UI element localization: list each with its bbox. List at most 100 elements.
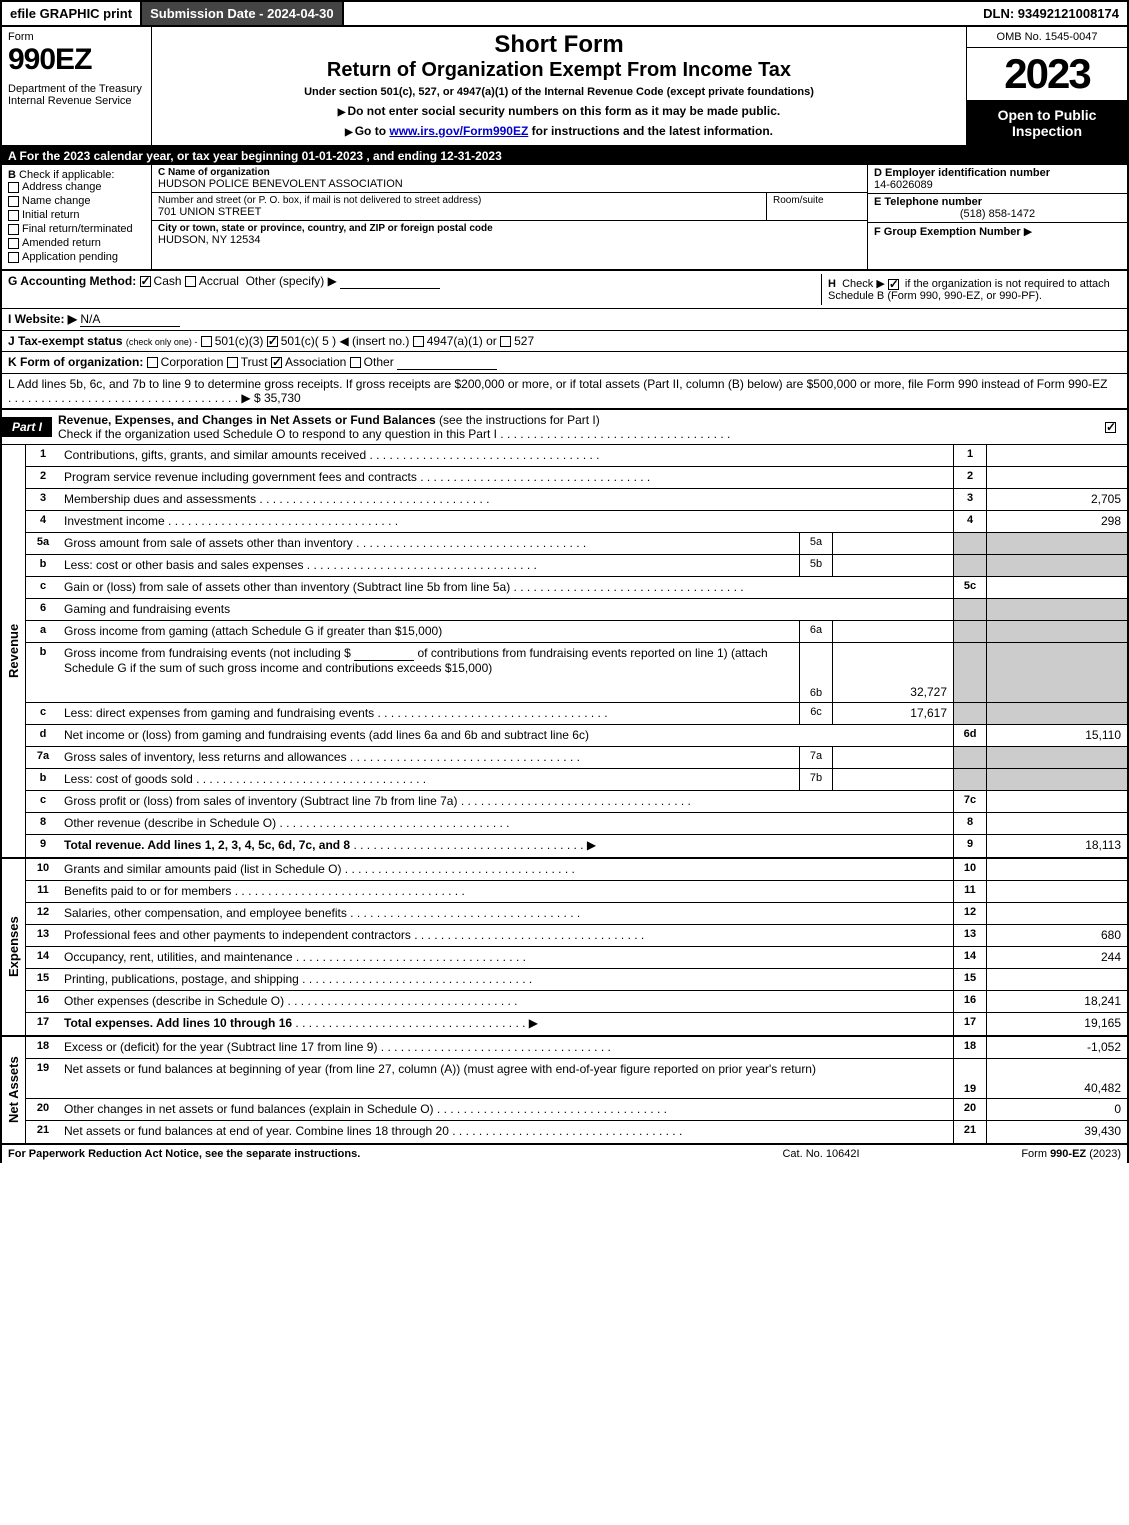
l10-val bbox=[987, 859, 1127, 880]
chk-accrual[interactable] bbox=[185, 276, 196, 287]
line-5b: b Less: cost or other basis and sales ex… bbox=[26, 555, 1127, 577]
l6-val-shade bbox=[987, 599, 1127, 620]
col-b: B Check if applicable: Address change Na… bbox=[2, 165, 152, 269]
chk-final-return[interactable]: Final return/terminated bbox=[8, 223, 145, 235]
l6b-blank[interactable] bbox=[354, 646, 414, 661]
room-cell: Room/suite bbox=[767, 193, 867, 220]
l13-num: 13 bbox=[26, 925, 60, 946]
chk-4947[interactable] bbox=[413, 336, 424, 347]
chk-trust[interactable] bbox=[227, 357, 238, 368]
tax-year: 2023 bbox=[967, 48, 1127, 101]
l7b-num: b bbox=[26, 769, 60, 790]
line-2: 2 Program service revenue including gove… bbox=[26, 467, 1127, 489]
top-bar: efile GRAPHIC print Submission Date - 20… bbox=[0, 0, 1129, 27]
l7c-desc: Gross profit or (loss) from sales of inv… bbox=[60, 791, 953, 812]
l21-val: 39,430 bbox=[987, 1121, 1127, 1143]
chk-501c[interactable] bbox=[267, 336, 278, 347]
l19-val: 40,482 bbox=[987, 1059, 1127, 1098]
line-11: 11 Benefits paid to or for members 11 bbox=[26, 881, 1127, 903]
l11-val bbox=[987, 881, 1127, 902]
chk-cash[interactable] bbox=[140, 276, 151, 287]
line-4: 4 Investment income 4 298 bbox=[26, 511, 1127, 533]
line-7a: 7a Gross sales of inventory, less return… bbox=[26, 747, 1127, 769]
l11-ln: 11 bbox=[953, 881, 987, 902]
expenses-rows: 10 Grants and similar amounts paid (list… bbox=[26, 859, 1127, 1035]
l9-val: 18,113 bbox=[987, 835, 1127, 857]
l1-num: 1 bbox=[26, 445, 60, 466]
l5a-num: 5a bbox=[26, 533, 60, 554]
title-short-form: Short Form bbox=[158, 31, 960, 59]
omb-number: OMB No. 1545-0047 bbox=[967, 27, 1127, 48]
l11-num: 11 bbox=[26, 881, 60, 902]
h-section: H Check ▶ if the organization is not req… bbox=[821, 274, 1121, 305]
line-19: 19 Net assets or fund balances at beginn… bbox=[26, 1059, 1127, 1099]
e-label: E Telephone number bbox=[874, 196, 1121, 208]
line-6b: b Gross income from fundraising events (… bbox=[26, 643, 1127, 703]
dept-line1: Department of the Treasury bbox=[8, 83, 145, 95]
city-value: HUDSON, NY 12534 bbox=[158, 234, 861, 246]
line-6d: d Net income or (loss) from gaming and f… bbox=[26, 725, 1127, 747]
chk-other-org[interactable] bbox=[350, 357, 361, 368]
line-20: 20 Other changes in net assets or fund b… bbox=[26, 1099, 1127, 1121]
l6b-ln-shade bbox=[953, 643, 987, 702]
chk-schedule-o[interactable] bbox=[1105, 422, 1116, 433]
chk-527[interactable] bbox=[500, 336, 511, 347]
line-6: 6 Gaming and fundraising events bbox=[26, 599, 1127, 621]
chk-initial-return-label: Initial return bbox=[22, 209, 79, 221]
l6-ln-shade bbox=[953, 599, 987, 620]
chk-501c3[interactable] bbox=[201, 336, 212, 347]
chk-pending[interactable]: Application pending bbox=[8, 251, 145, 263]
g-other: Other (specify) bbox=[246, 274, 325, 288]
irs-link[interactable]: www.irs.gov/Form990EZ bbox=[389, 124, 528, 138]
ssn-warning-text: Do not enter social security numbers on … bbox=[347, 104, 780, 118]
chk-name-change[interactable]: Name change bbox=[8, 195, 145, 207]
k-other-blank[interactable] bbox=[397, 355, 497, 370]
l21-ln: 21 bbox=[953, 1121, 987, 1143]
l6a-val-shade bbox=[987, 621, 1127, 642]
line-10: 10 Grants and similar amounts paid (list… bbox=[26, 859, 1127, 881]
j-501c: 501(c)( 5 ) bbox=[281, 334, 336, 348]
chk-initial-return[interactable]: Initial return bbox=[8, 209, 145, 221]
dln-label: DLN: 93492121008174 bbox=[975, 2, 1127, 25]
l6a-sn: 6a bbox=[799, 621, 833, 642]
l3-ln: 3 bbox=[953, 489, 987, 510]
line-12: 12 Salaries, other compensation, and emp… bbox=[26, 903, 1127, 925]
chk-final-return-label: Final return/terminated bbox=[22, 223, 133, 235]
g-other-blank[interactable] bbox=[340, 274, 440, 289]
l17-desc-wrap: Total expenses. Add lines 10 through 16 … bbox=[60, 1013, 953, 1035]
chk-amended[interactable]: Amended return bbox=[8, 237, 145, 249]
j-insert: (insert no.) bbox=[352, 334, 409, 348]
l7b-sv bbox=[833, 769, 953, 790]
l12-ln: 12 bbox=[953, 903, 987, 924]
b-letter: B bbox=[8, 169, 16, 181]
form-number: 990EZ bbox=[8, 43, 145, 77]
j-sub: (check only one) - bbox=[126, 337, 198, 347]
line-3: 3 Membership dues and assessments 3 2,70… bbox=[26, 489, 1127, 511]
ssn-warning: Do not enter social security numbers on … bbox=[158, 104, 960, 118]
l7b-val-shade bbox=[987, 769, 1127, 790]
l9-ln: 9 bbox=[953, 835, 987, 857]
chk-schedule-b[interactable] bbox=[888, 279, 899, 290]
l-text: L Add lines 5b, 6c, and 7b to line 9 to … bbox=[8, 377, 1107, 391]
chk-assoc[interactable] bbox=[271, 357, 282, 368]
l17-ln: 17 bbox=[953, 1013, 987, 1035]
chk-address-change[interactable]: Address change bbox=[8, 181, 145, 193]
l10-ln: 10 bbox=[953, 859, 987, 880]
header-mid: Short Form Return of Organization Exempt… bbox=[152, 27, 967, 145]
l5b-val-shade bbox=[987, 555, 1127, 576]
addr-row: Number and street (or P. O. box, if mail… bbox=[152, 193, 867, 221]
l7b-ln-shade bbox=[953, 769, 987, 790]
k-other: Other bbox=[364, 355, 394, 369]
efile-label[interactable]: efile GRAPHIC print bbox=[2, 2, 142, 25]
room-label: Room/suite bbox=[773, 195, 824, 218]
l5b-num: b bbox=[26, 555, 60, 576]
chk-corp[interactable] bbox=[147, 357, 158, 368]
line-7b: b Less: cost of goods sold 7b bbox=[26, 769, 1127, 791]
form-header: Form 990EZ Department of the Treasury In… bbox=[0, 27, 1129, 147]
l6b-sn: 6b bbox=[799, 643, 833, 702]
line-13: 13 Professional fees and other payments … bbox=[26, 925, 1127, 947]
l19-desc: Net assets or fund balances at beginning… bbox=[60, 1059, 953, 1098]
l5a-sn: 5a bbox=[799, 533, 833, 554]
l6c-val-shade bbox=[987, 703, 1127, 724]
part-i-check: Check if the organization used Schedule … bbox=[58, 427, 497, 441]
